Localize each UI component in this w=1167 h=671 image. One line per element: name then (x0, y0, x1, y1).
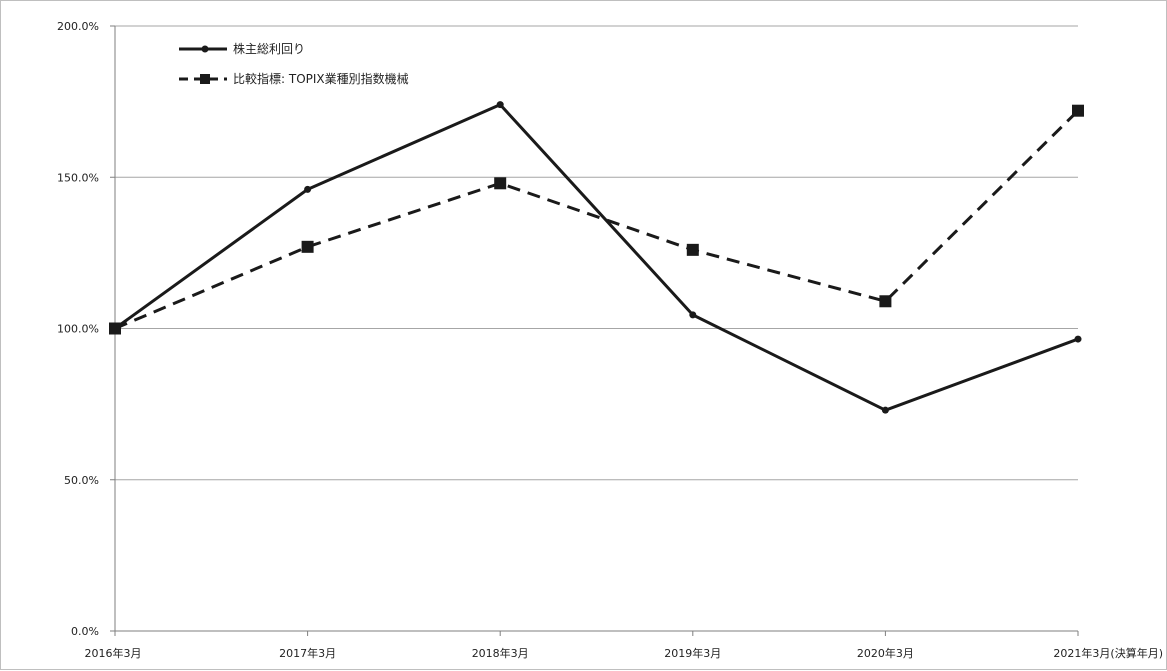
y-tick-label: 200.0% (57, 20, 99, 33)
legend-marker-square (200, 74, 210, 84)
data-point-square (301, 240, 314, 253)
data-point-circle (304, 185, 312, 193)
axes (110, 25, 1079, 636)
x-tick-label: 2016年3月 (85, 646, 142, 660)
data-point-square (494, 177, 507, 190)
y-tick-label: 0.0% (71, 625, 99, 638)
data-point-square (109, 322, 121, 335)
data-point-circle (881, 406, 889, 414)
x-tick-label: 2018年3月 (472, 646, 529, 660)
gridlines (115, 25, 1078, 481)
y-tick-label: 100.0% (57, 323, 99, 336)
y-tick-labels: 0.0% 50.0% 100.0% 150.0% 200.0% (57, 20, 99, 638)
series-line-1 (114, 109, 1080, 330)
legend-label-0: 株主総利回り (233, 41, 305, 56)
x-tick-labels: 2016年3月 2017年3月 2018年3月 2019年3月 2020年3月 2021年… (85, 646, 1164, 660)
data-point-circle (1074, 335, 1082, 343)
data-point-square (1072, 104, 1084, 117)
data-point-square (686, 243, 699, 256)
data-point-circle (689, 311, 697, 319)
series-line-0 (114, 103, 1079, 412)
x-tick-label: 2017年3月 (279, 646, 336, 660)
y-tick-label: 50.0% (64, 474, 99, 487)
series-group (109, 101, 1084, 414)
x-tick-label: 2019年3月 (664, 646, 721, 660)
y-tick-label: 150.0% (57, 171, 99, 184)
data-point-circle (496, 101, 504, 109)
legend-label-1: 比較指標: TOPIX業種別指数機械 (233, 71, 409, 86)
data-point-square (879, 295, 892, 308)
x-tick-label: 2020年3月 (857, 646, 914, 660)
legend-marker-circle (201, 45, 209, 53)
x-tick-label: 2021年3月(決算年月) (1053, 646, 1163, 660)
